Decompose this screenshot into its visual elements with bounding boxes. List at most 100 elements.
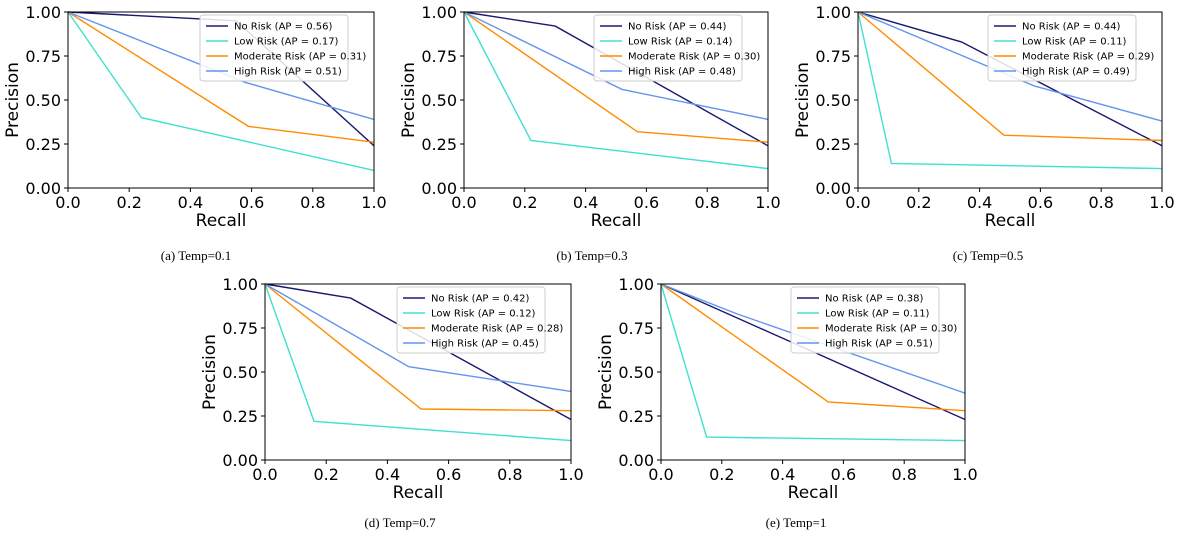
y-tick-label: 0.50: [421, 91, 457, 110]
legend-box: [396, 286, 546, 354]
x-tick-label: 0.6: [634, 193, 659, 212]
series-line-1-0: [463, 11, 769, 147]
series-line-3-1: [264, 283, 572, 442]
y-tick-label: 0.00: [25, 179, 61, 198]
y-tick-label: 0.75: [222, 319, 258, 338]
chart-panel-2: 0.0 0.2 0.4 0.6 0.8 1.0 0.00 0.25 0.50 0.75 1.00 Re…: [793, 3, 1175, 263]
subfigure-caption: (e) Temp=1: [766, 515, 827, 530]
x-tick-label: 0.6: [831, 465, 856, 484]
x-tick-label: 0.2: [116, 193, 141, 212]
series-line-1-2: [463, 11, 769, 143]
y-tick-label: 0.25: [815, 135, 851, 154]
legend-entry: Moderate Risk (AP = 0.30): [825, 324, 957, 335]
y-tick-label: 1.00: [815, 3, 851, 22]
chart-panel-0: 0.0 0.2 0.4 0.6 0.8 1.0 0.00 0.25 0.50 0.75 1.00 Re…: [3, 3, 387, 263]
y-tick-label: 0.75: [815, 47, 851, 66]
legend-entry: No Risk (AP = 0.56): [234, 22, 332, 33]
series-line-3-3: [264, 283, 572, 393]
chart-panel-1: 0.0 0.2 0.4 0.6 0.8 1.0 0.00 0.25 0.50 0.75 1.00 Re…: [399, 3, 781, 263]
legend-box: [790, 286, 940, 354]
y-tick-label: 1.00: [222, 275, 258, 294]
x-tick-label: 0.4: [967, 193, 992, 212]
y-tick-label: 0.75: [25, 47, 61, 66]
legend-entry: Moderate Risk (AP = 0.31): [234, 52, 366, 63]
series-line-2-3: [857, 11, 1163, 122]
legend: No Risk (AP = 0.44) Low Risk (AP = 0.11) M…: [987, 14, 1154, 82]
x-tick-label: 0.2: [512, 193, 537, 212]
y-tick-label: 0.50: [222, 363, 258, 382]
x-axis-title: Recall: [196, 211, 247, 231]
y-tick-label: 0.00: [815, 179, 851, 198]
y-axis-title: Precision: [793, 62, 813, 138]
x-axis-title: Recall: [591, 211, 642, 231]
series-line-2-1: [857, 11, 1163, 170]
x-tick-label: 0.2: [709, 465, 734, 484]
x-axis-title: Recall: [393, 483, 444, 503]
x-tick-label: 0.6: [436, 465, 461, 484]
legend-entry: High Risk (AP = 0.51): [234, 67, 342, 78]
x-tick-label: 0.4: [770, 465, 795, 484]
x-tick-label: 0.0: [845, 193, 870, 212]
y-tick-label: 1.00: [25, 3, 61, 22]
legend: No Risk (AP = 0.44) Low Risk (AP = 0.14) M…: [593, 14, 760, 82]
y-tick-label: 0.00: [222, 451, 258, 470]
legend-entry: Moderate Risk (AP = 0.28): [431, 324, 563, 335]
legend-box: [593, 14, 743, 82]
legend-box: [199, 14, 349, 82]
y-tick-label: 0.50: [815, 91, 851, 110]
legend-entry: No Risk (AP = 0.42): [431, 294, 529, 305]
series-line-4-2: [660, 283, 966, 412]
legend: No Risk (AP = 0.56) Low Risk (AP = 0.17) M…: [199, 14, 366, 82]
y-tick-label: 0.50: [25, 91, 61, 110]
series-line-2-0: [857, 11, 1163, 147]
series-line-0-1: [67, 11, 375, 172]
x-tick-label: 1.0: [1149, 193, 1174, 212]
legend-entry: High Risk (AP = 0.45): [431, 339, 539, 350]
legend-entry: High Risk (AP = 0.49): [1022, 67, 1130, 78]
x-axis-title: Recall: [985, 211, 1036, 231]
x-tick-label: 0.8: [891, 465, 916, 484]
subfigure-caption: (b) Temp=0.3: [556, 248, 627, 263]
subfigure-caption: (c) Temp=0.5: [953, 248, 1023, 263]
legend-entry: Low Risk (AP = 0.11): [825, 309, 930, 320]
y-tick-label: 0.25: [222, 407, 258, 426]
x-tick-label: 0.8: [694, 193, 719, 212]
legend-entry: No Risk (AP = 0.44): [1022, 22, 1120, 33]
x-tick-label: 0.8: [497, 465, 522, 484]
y-tick-label: 1.00: [421, 3, 457, 22]
y-axis-title: Precision: [399, 62, 419, 138]
series-line-3-0: [264, 283, 572, 421]
y-axis-title: Precision: [200, 334, 220, 410]
series-line-2-2: [857, 11, 1163, 142]
series-line-0-3: [67, 11, 375, 121]
y-tick-label: 1.00: [618, 275, 654, 294]
legend-box: [987, 14, 1137, 82]
legend: No Risk (AP = 0.42) Low Risk (AP = 0.12) M…: [396, 286, 563, 354]
x-tick-label: 0.0: [252, 465, 277, 484]
x-tick-label: 0.4: [375, 465, 400, 484]
legend-entry: Moderate Risk (AP = 0.29): [1022, 52, 1154, 63]
series-line-1-1: [463, 11, 769, 170]
subfigure-caption: (a) Temp=0.1: [161, 248, 231, 263]
x-tick-label: 1.0: [755, 193, 780, 212]
y-tick-label: 0.00: [421, 179, 457, 198]
y-tick-label: 0.75: [421, 47, 457, 66]
y-axis-title: Precision: [596, 334, 616, 410]
y-tick-label: 0.25: [421, 135, 457, 154]
y-tick-label: 0.00: [618, 451, 654, 470]
y-tick-label: 0.50: [618, 363, 654, 382]
legend-entry: High Risk (AP = 0.51): [825, 339, 933, 350]
x-tick-label: 0.0: [648, 465, 673, 484]
legend-entry: Low Risk (AP = 0.11): [1022, 37, 1127, 48]
x-tick-label: 0.0: [451, 193, 476, 212]
series-line-4-3: [660, 283, 966, 394]
x-tick-label: 0.6: [1028, 193, 1053, 212]
x-tick-label: 0.8: [300, 193, 325, 212]
chart-panel-3: 0.0 0.2 0.4 0.6 0.8 1.0 0.00 0.25 0.50 0.75 1.00 Re…: [200, 275, 584, 530]
y-tick-label: 0.25: [618, 407, 654, 426]
legend: No Risk (AP = 0.38) Low Risk (AP = 0.11) M…: [790, 286, 957, 354]
legend-entry: Low Risk (AP = 0.12): [431, 309, 536, 320]
x-tick-label: 1.0: [361, 193, 386, 212]
series-line-3-2: [264, 283, 572, 412]
